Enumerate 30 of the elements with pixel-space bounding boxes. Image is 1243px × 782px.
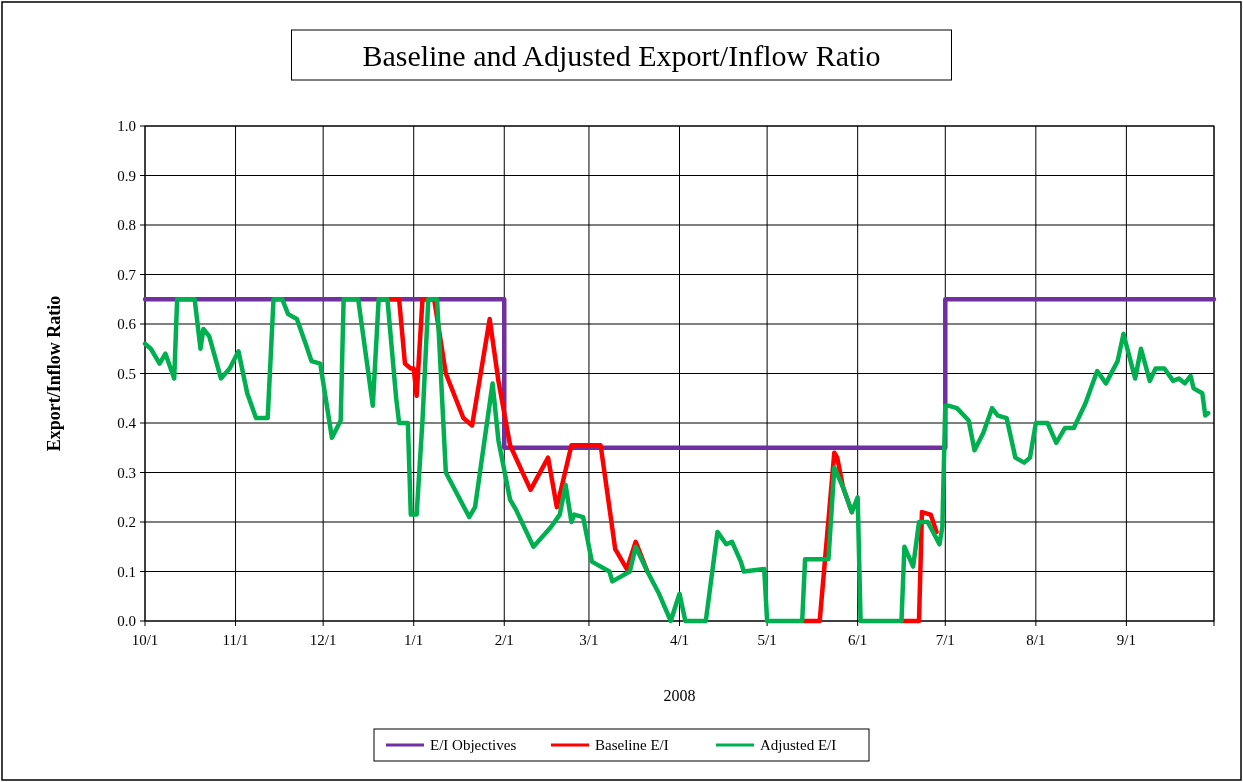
legend-label: E/I Objectives: [430, 737, 517, 753]
x-tick-label: 12/1: [309, 632, 337, 648]
x-tick-label: 2/1: [494, 632, 514, 648]
y-tick-label: 0.2: [117, 514, 136, 530]
chart-title: Baseline and Adjusted Export/Inflow Ratio: [362, 39, 881, 72]
x-tick-label: 10/1: [131, 632, 159, 648]
x-tick-label: 4/1: [669, 632, 690, 648]
x-tick-label: 5/1: [757, 632, 777, 648]
legend-label: Baseline E/I: [595, 737, 669, 753]
legend-label: Adjusted E/I: [760, 737, 837, 753]
x-tick-label: 1/1: [404, 632, 424, 648]
y-tick-label: 1.0: [117, 118, 136, 134]
y-tick-label: 0.9: [117, 167, 136, 184]
x-tick-label: 3/1: [579, 632, 599, 648]
y-tick-label: 0.4: [117, 415, 137, 431]
x-tick-label: 8/1: [1026, 632, 1046, 648]
y-tick-label: 0.6: [117, 316, 137, 332]
x-tick-label: 6/1: [848, 632, 868, 648]
x-axis-title: 2008: [663, 687, 696, 704]
y-tick-label: 0.0: [117, 613, 136, 629]
y-tick-label: 0.7: [117, 266, 137, 283]
x-tick-label: 11/1: [222, 632, 249, 648]
x-tick-label: 7/1: [935, 632, 955, 648]
y-tick-label: 0.8: [117, 217, 136, 233]
y-tick-label: 0.5: [117, 365, 136, 382]
line-series: [142, 297, 1211, 624]
x-tick-label: 9/1: [1116, 632, 1136, 648]
y-tick-label: 0.1: [117, 563, 136, 580]
y-axis-title: Export/Inflow Ratio: [44, 295, 64, 452]
y-tick-label: 0.3: [117, 464, 136, 481]
